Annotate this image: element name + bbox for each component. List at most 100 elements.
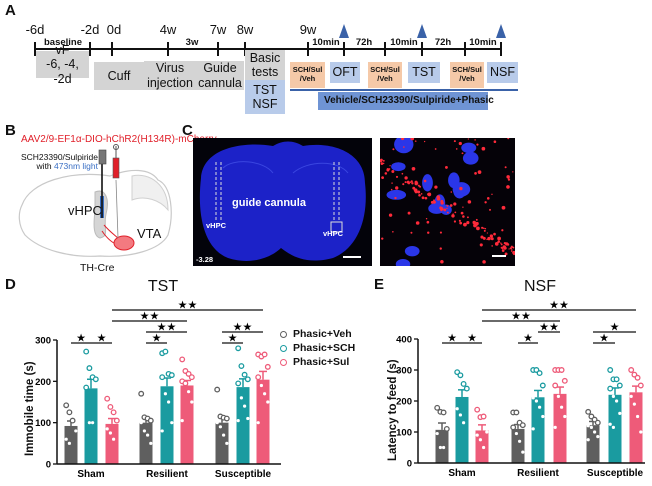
red-puncta <box>507 178 511 181</box>
red-puncta <box>384 172 388 175</box>
legend-label: Phasic+Veh <box>293 328 352 340</box>
data-point <box>159 374 166 381</box>
red-puncta <box>446 205 449 207</box>
bar <box>236 387 250 464</box>
interval-label: 10min <box>390 37 418 48</box>
tick-label: 7w <box>209 22 227 37</box>
y-tick-label: 0 <box>407 459 412 470</box>
red-puncta <box>493 232 496 236</box>
red-puncta <box>467 200 472 204</box>
significance-label: ★ <box>467 332 477 345</box>
data-point <box>147 417 154 424</box>
test-box-tst: TST <box>408 62 440 83</box>
red-puncta <box>511 249 513 251</box>
legend-item-sch: Phasic+SCH <box>280 341 355 355</box>
nucleus <box>462 151 479 165</box>
bar <box>586 425 600 463</box>
bar <box>256 379 270 464</box>
data-point <box>188 374 195 381</box>
data-point <box>458 413 462 417</box>
red-puncta <box>455 148 458 150</box>
data-point <box>104 395 111 402</box>
nucleus <box>404 245 420 257</box>
red-puncta <box>439 206 443 210</box>
vta-label: VTA <box>137 226 162 241</box>
red-puncta <box>459 186 463 191</box>
data-point <box>241 371 248 378</box>
red-puncta <box>512 246 514 249</box>
data-point <box>223 415 230 422</box>
data-point <box>611 394 616 398</box>
x-tick-label: Resilient <box>146 469 188 480</box>
red-puncta <box>501 205 506 210</box>
virus-label: AAV2/9-EF1α-DIO-hChR2(H134R)-mCherry <box>21 134 217 145</box>
light-label: with 473nm light <box>20 161 98 171</box>
data-point <box>593 430 597 434</box>
coordinate-label: -3.28 <box>196 255 214 264</box>
chart-title-nsf: NSF <box>524 278 556 295</box>
red-puncta <box>403 146 405 148</box>
data-point <box>236 419 240 423</box>
red-puncta <box>425 217 428 220</box>
red-puncta <box>489 208 491 211</box>
red-puncta <box>389 165 391 167</box>
red-puncta <box>459 221 463 225</box>
data-point <box>628 367 635 373</box>
nucleus <box>386 189 407 200</box>
red-puncta <box>430 200 434 204</box>
test-box-oft: OFT <box>330 62 360 83</box>
cannula-icon <box>98 149 107 165</box>
red-puncta <box>458 141 462 146</box>
red-puncta <box>462 215 465 218</box>
bar <box>160 386 174 464</box>
data-point <box>539 382 546 389</box>
data-point <box>518 439 522 443</box>
red-puncta <box>410 138 415 141</box>
data-point <box>463 385 470 392</box>
data-point <box>514 431 519 436</box>
data-point <box>480 413 487 420</box>
red-puncta <box>476 143 479 146</box>
red-puncta <box>434 185 438 189</box>
legend: Phasic+Veh Phasic+SCH Phasic+Sul <box>280 327 355 369</box>
data-point <box>66 409 73 416</box>
data-point <box>266 400 270 404</box>
data-point <box>160 429 164 433</box>
vf-days: -6, -4, -2d <box>46 57 79 86</box>
bar <box>64 425 78 464</box>
red-puncta <box>501 229 504 232</box>
red-puncta <box>474 139 476 141</box>
y-tick-label: 200 <box>35 377 51 388</box>
data-point <box>615 399 619 403</box>
data-point <box>616 382 623 389</box>
red-puncta <box>489 234 494 238</box>
mouse-label: TH-Cre <box>80 262 115 274</box>
red-puncta <box>420 193 423 195</box>
bar <box>553 393 567 463</box>
data-point <box>92 376 99 383</box>
vhpc-label: vHPC <box>68 203 102 218</box>
data-point <box>608 422 612 426</box>
red-puncta <box>391 182 393 184</box>
y-tick-label: 400 <box>396 335 412 346</box>
y-tick-label: 300 <box>396 366 412 377</box>
red-puncta <box>484 201 487 204</box>
red-puncta <box>503 241 507 245</box>
data-point <box>112 437 116 441</box>
red-puncta <box>501 249 505 252</box>
data-point <box>613 376 620 383</box>
red-puncta <box>510 250 513 252</box>
data-point <box>255 374 262 381</box>
red-puncta <box>490 237 494 241</box>
red-puncta <box>380 159 383 163</box>
red-puncta <box>467 138 469 140</box>
drug-box: SCH/Sul/Veh <box>450 62 484 88</box>
red-puncta <box>412 186 416 190</box>
red-puncta <box>417 190 421 194</box>
data-point <box>561 377 568 384</box>
virus-line2: injection <box>147 75 193 90</box>
red-puncta <box>466 221 470 225</box>
drug-label: SCH23390/Sulpiride <box>20 152 98 162</box>
red-puncta <box>404 181 407 184</box>
